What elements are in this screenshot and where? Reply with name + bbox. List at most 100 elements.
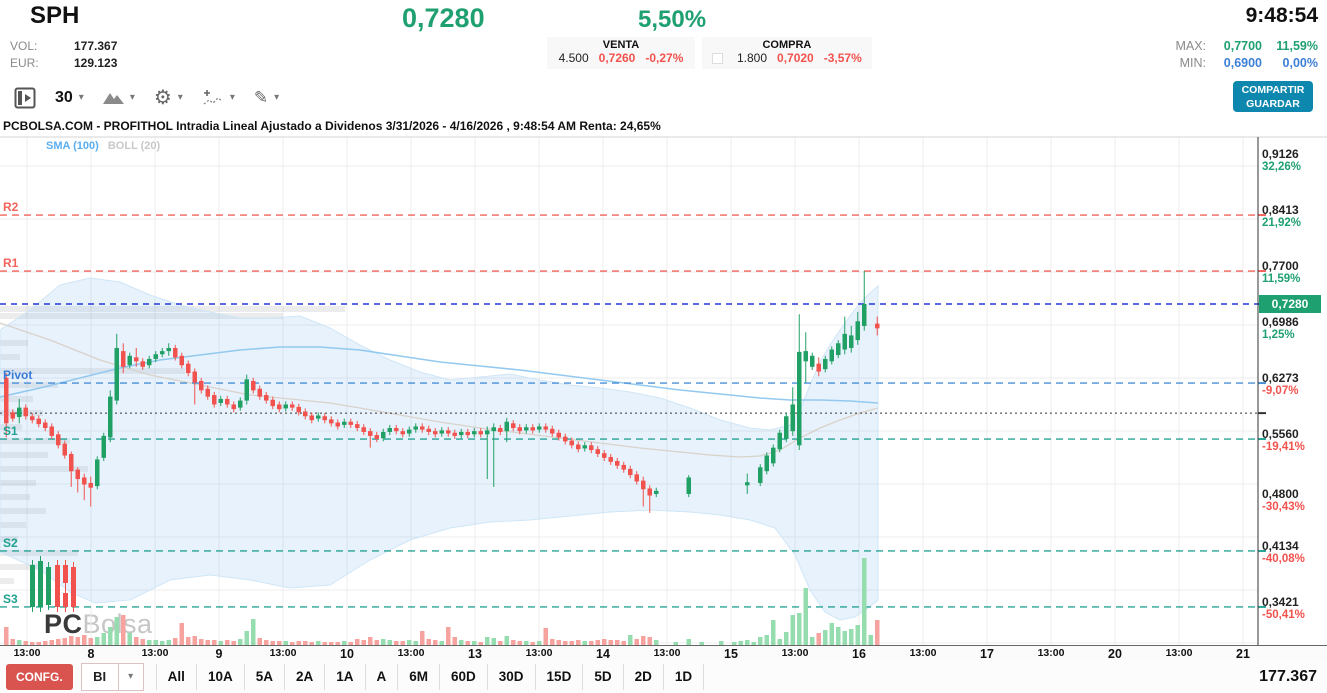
- share-save-button[interactable]: COMPARTIR GUARDAR: [1233, 81, 1313, 112]
- vol-value: 177.367: [74, 39, 118, 53]
- eur-row: EUR: 129.123: [10, 56, 117, 70]
- range-button-2d[interactable]: 2D: [624, 663, 664, 690]
- chart-region: PCBolsa PCBOLSA.COM - PROFITHOL Intradia…: [0, 115, 1327, 661]
- x-axis-label: 21: [1236, 647, 1250, 661]
- pencil-icon: ✎: [253, 87, 269, 107]
- range-button-10a[interactable]: 10A: [197, 663, 245, 690]
- x-axis-label: 13:00: [269, 647, 297, 659]
- x-axis-label: 9: [215, 647, 223, 661]
- price-axis-label: 0,5560 -19,41%: [1262, 427, 1305, 453]
- price-axis-label: 0,4800 -30,43%: [1262, 486, 1305, 513]
- range-buttons: All 10A 5A 2A 1A A 6M 60D 30D 15D 5D 2D 1D: [155, 663, 705, 690]
- range-button-a[interactable]: A: [366, 663, 399, 690]
- level-label-r2: R2: [3, 200, 19, 215]
- eur-label: EUR:: [10, 56, 39, 70]
- bi-value[interactable]: BI: [93, 669, 107, 684]
- x-axis-label: 13:00: [525, 647, 553, 659]
- level-label-r1: R1: [3, 256, 19, 271]
- price-axis-label: 0,3421 -50,41%: [1262, 594, 1305, 621]
- range-button-5a[interactable]: 5A: [245, 663, 285, 690]
- chart-type-dropdown[interactable]: ▾: [97, 90, 141, 105]
- panel-toggle-button[interactable]: [8, 87, 42, 109]
- x-axis-label: 16: [852, 647, 866, 661]
- settings-dropdown[interactable]: ⚙ ▾: [148, 85, 189, 110]
- price-axis-label: 0,9126 32,26%: [1262, 147, 1302, 174]
- x-axis-label: 8: [87, 647, 95, 661]
- volume-row: VOL: 177.367: [10, 39, 117, 53]
- x-axis-label: 15: [724, 647, 738, 661]
- eur-value: 129.123: [74, 56, 118, 70]
- range-button-1d[interactable]: 1D: [664, 663, 705, 690]
- compra-size: 1.800: [737, 51, 768, 65]
- compra-price: 0,7020: [777, 51, 814, 65]
- draw-tools-dropdown[interactable]: ✎ ▾: [248, 88, 285, 108]
- range-button-1a[interactable]: 1A: [325, 663, 366, 690]
- venta-price: 0,7260: [598, 51, 636, 65]
- watermark-bold: PC: [44, 609, 83, 639]
- share-line: COMPARTIR: [1241, 84, 1305, 96]
- range-button-30d[interactable]: 30D: [488, 663, 536, 690]
- x-axis-label: 13:00: [653, 647, 681, 659]
- price-axis[interactable]: 0,9126 32,26% 0,8413 21,92% 0,7700 11,59% 0,72…: [1259, 115, 1327, 645]
- compra-pct: -3,57%: [823, 51, 862, 65]
- level-label-s2: S2: [3, 535, 18, 550]
- interval-dropdown[interactable]: 30 ▾: [49, 89, 90, 107]
- chart-canvas[interactable]: [0, 115, 1327, 660]
- vol-label: VOL:: [10, 39, 38, 53]
- x-axis-label: 13: [468, 647, 482, 661]
- chart-title: PCBOLSA.COM - PROFITHOL Intradia Lineal …: [3, 119, 661, 133]
- bi-selector: BI ▾: [80, 662, 144, 691]
- range-button-all[interactable]: All: [155, 663, 197, 690]
- chevron-down-icon: ▾: [274, 92, 280, 103]
- order-book: VENTA 4.500 0,7260 -0,27% COMPRA 1.800 0…: [547, 37, 872, 69]
- x-axis-label: 13:00: [1165, 647, 1193, 659]
- x-axis-label: 13:00: [909, 647, 937, 659]
- compra-marker-icon: [712, 52, 723, 64]
- price-axis-label: 0,6273 -9,07%: [1262, 371, 1299, 397]
- ticker-symbol: SPH: [30, 2, 80, 29]
- max-row: MAX: 0,7700 11,59%: [1166, 39, 1318, 53]
- current-price-badge: 0,7280: [1259, 295, 1321, 313]
- header: SPH VOL: 177.367 EUR: 129.123 0,7280 5,5…: [0, 0, 1327, 80]
- price-axis-label: 0,7700 11,59%: [1262, 259, 1301, 285]
- x-axis-label: 14: [596, 647, 610, 661]
- add-indicator-icon: [203, 89, 223, 105]
- max-label: MAX:: [1175, 39, 1206, 53]
- chevron-down-icon: ▾: [229, 92, 235, 103]
- legend-boll[interactable]: BOLL (20): [107, 140, 161, 152]
- x-axis-label: 10: [340, 647, 354, 661]
- min-value: 0,6900: [1223, 56, 1262, 70]
- gear-icon: ⚙: [153, 87, 172, 109]
- venta-label: VENTA: [602, 39, 640, 51]
- venta-pct: -0,27%: [645, 51, 684, 65]
- max-pct: 11,59%: [1276, 39, 1318, 53]
- compra-box[interactable]: COMPRA 1.800 0,7020 -3,57%: [702, 37, 872, 69]
- chevron-down-icon: ▾: [177, 92, 183, 103]
- indicator-legend: SMA (100) BOLL (20): [46, 140, 160, 152]
- legend-sma[interactable]: SMA (100): [46, 140, 99, 152]
- range-button-2a[interactable]: 2A: [285, 663, 326, 690]
- x-axis-label: 13:00: [1037, 647, 1065, 659]
- min-row: MIN: 0,6900 0,00%: [1166, 56, 1318, 70]
- min-pct: 0,00%: [1282, 56, 1318, 70]
- bi-dropdown-button[interactable]: ▾: [117, 663, 143, 690]
- add-indicator-dropdown[interactable]: ▾: [196, 89, 241, 107]
- panel-toggle-icon: [14, 87, 36, 108]
- range-button-5d[interactable]: 5D: [583, 663, 624, 690]
- min-label: MIN:: [1179, 56, 1206, 70]
- volume-total: 177.367: [1259, 667, 1317, 685]
- range-button-60d[interactable]: 60D: [440, 663, 488, 690]
- save-line: GUARDAR: [1246, 98, 1300, 111]
- price-axis-label: 0,8413 21,92%: [1262, 203, 1302, 229]
- time-axis[interactable]: 13:00 8 13:00 9 13:00 10 13:00 13 13:00 14 13:00 15…: [0, 645, 1327, 661]
- change-percent: 5,50%: [638, 6, 707, 33]
- interval-value: 30: [55, 88, 73, 106]
- chart-toolbar: 30 ▾ ▾ ⚙ ▾ ▾ ✎ ▾: [0, 80, 1327, 115]
- venta-box[interactable]: VENTA 4.500 0,7260 -0,27%: [547, 37, 695, 69]
- range-button-15d[interactable]: 15D: [536, 663, 584, 690]
- max-value: 0,7700: [1223, 39, 1262, 53]
- config-button[interactable]: CONFG.: [6, 663, 73, 690]
- range-button-6m[interactable]: 6M: [398, 663, 441, 690]
- bottom-toolbar: CONFG. BI ▾ All 10A 5A 2A 1A A 6M 60D 30D 15D 5D 2D…: [0, 660, 1327, 693]
